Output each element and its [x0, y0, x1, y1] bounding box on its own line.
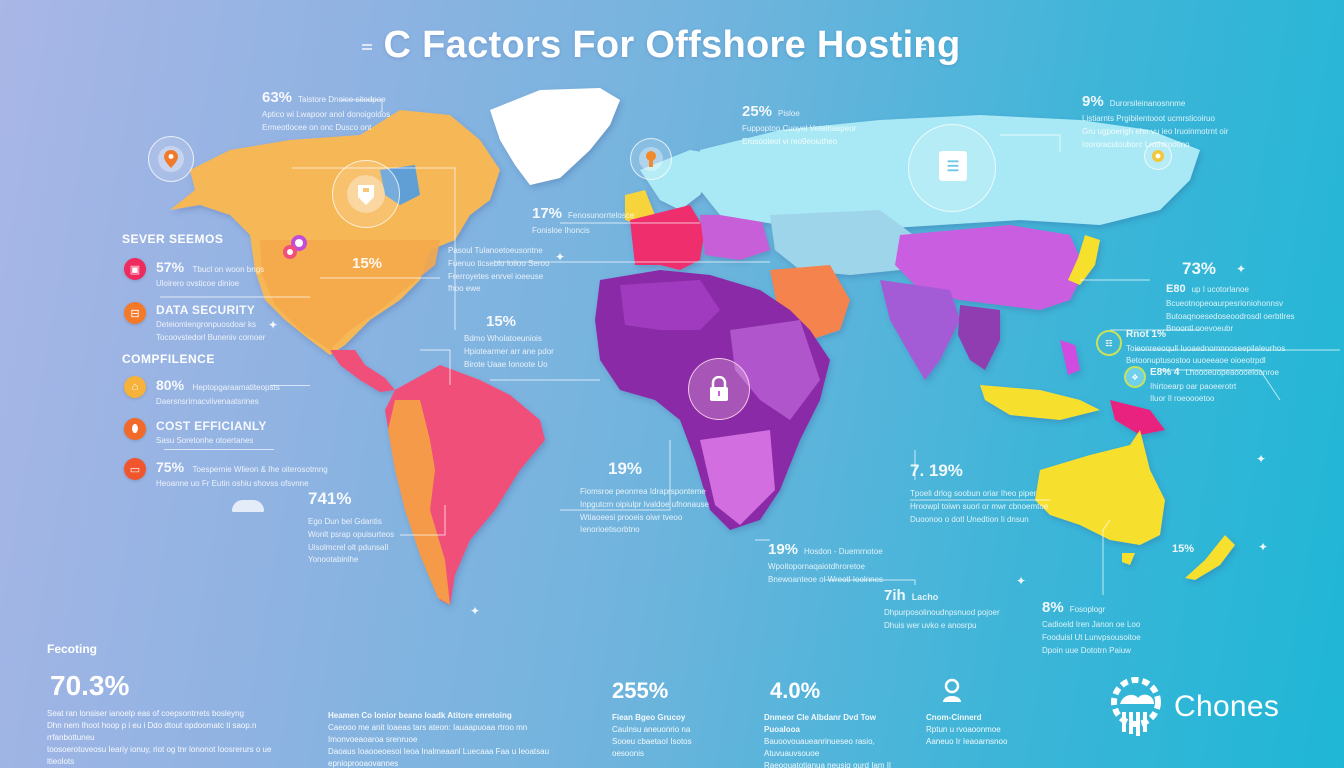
sparkle-icon: ✦: [1256, 452, 1267, 466]
australia-shape: [1035, 430, 1165, 545]
callout-australia-bottom: 8% Fosoplogr Cadioeld Iren Janon oe Loo F…: [1042, 599, 1141, 655]
user-icon: [941, 678, 963, 709]
sparkle-icon: ✦: [555, 250, 566, 264]
callout-india-right: 7. 19% Tpoeli drlog soobun oriar Iheo pi…: [910, 461, 1049, 524]
central-america-shape: [330, 350, 395, 392]
se-asia-shape: [958, 305, 1000, 370]
title-decoration-left: [362, 44, 372, 50]
callout-top-left: 63% Taistore Dnoice sitodpoe Aptico wi Lw…: [262, 89, 391, 133]
uk-pin[interactable]: [630, 138, 672, 180]
callout-top-center: 25% Pisloe Fuppoptoo Cuoyel Veteinaspeor …: [742, 103, 857, 147]
se-asia-marker-2[interactable]: ❖: [1124, 366, 1146, 388]
stat-3: 4.0%: [770, 678, 821, 703]
greenland-shape: [490, 88, 620, 185]
person-icon: ⌂: [124, 376, 146, 398]
siberia-server-marker[interactable]: ☰: [908, 124, 996, 212]
africa-lock-marker[interactable]: [688, 358, 750, 420]
callout-africa-south: 19% Hosdon - Duemrnotoe Wpoitopornaqaiotd…: [768, 541, 884, 585]
cloud-icon: [232, 500, 264, 512]
north-africa-shape: [620, 280, 720, 330]
callout-indian-ocean: 7ih Lacho Dhpurposolinoudnpsnuod pojoer D…: [884, 587, 1000, 631]
alaska-pin[interactable]: [148, 136, 194, 182]
main-stat-description: Seat ran lonsiser ianoelp eas of coepson…: [47, 709, 272, 766]
new-guinea-shape: [1110, 400, 1165, 435]
callout-atlantic-north: 17% Fenosunorrtelosce Fonisloe Ihoncis: [532, 205, 635, 236]
location-pin-icon: [164, 150, 178, 168]
stat-3-description: Dnmeor Cle Albdanr Dvd Tow Puoalooa Bauo…: [764, 713, 891, 768]
sparkle-icon: ✦: [1016, 574, 1027, 588]
usa-shape: [260, 240, 440, 350]
sparkle-icon: ✦: [268, 318, 279, 332]
stat-2-description: Fiean Bgeo Grucoy Caulnsu aneuonrio na S…: [612, 713, 692, 758]
location-pin-icon: [1152, 150, 1164, 162]
brand-name: Chones: [1174, 690, 1280, 723]
china-shape: [895, 225, 1085, 310]
gear-cloud-icon: [1111, 677, 1161, 736]
sparkle-icon: ✦: [470, 604, 481, 618]
canada-pin[interactable]: [332, 160, 400, 228]
shield-icon: ⬮: [124, 418, 146, 440]
mid-description: Heamen Co Ionior beano Ioadk Atitore enr…: [328, 711, 550, 768]
stat-4-description: Cnom-Cinnerd Rptun u rvoaoonmoe Aaneuo I…: [926, 713, 1008, 746]
south-africa-shape: [700, 430, 775, 525]
location-pin-icon: [646, 151, 656, 167]
callout-se-asia-2: E8% 4 Lhoooeuopeaoooeioonroe Ihirtoearp o…: [1150, 367, 1279, 404]
box-icon: ▣: [124, 258, 146, 280]
location-pin-icon: [283, 235, 307, 259]
se-asia-marker-1[interactable]: ☷: [1096, 330, 1122, 356]
card-icon: ▭: [124, 458, 146, 480]
japan-shape: [1068, 235, 1100, 285]
philippines-shape: [1060, 340, 1080, 375]
legend-section-server: SEVER SEEMOS: [122, 232, 224, 246]
indonesia-shape: [980, 385, 1100, 420]
india-shape: [880, 280, 960, 380]
callout-japan-right: E80 up I ucotorlanoe Bcueotnopeoaurpesrio…: [1166, 283, 1295, 334]
stat-2: 255%: [612, 678, 669, 703]
divider: [270, 385, 310, 386]
lock-icon: [710, 375, 728, 401]
callout-atlantic-south: 15% Bdmo Wholatoeuniois Hpiotearmer arr …: [464, 313, 554, 369]
central-asia-shape: [770, 210, 920, 275]
legend-section-compliance: COMPFILENCE: [122, 352, 215, 366]
tasmania-shape: [1122, 553, 1135, 565]
brand-logo[interactable]: Chones: [1106, 674, 1279, 740]
callout-africa-west: 19% Fiomsroe peonrrea Idraprsponteme Inp…: [580, 459, 709, 535]
callout-atlantic-mid: Pasoul Tulanoetoeusontne Fuenuo ticseblo…: [448, 246, 550, 294]
sparkle-icon: ✦: [1236, 262, 1247, 276]
legend-item-cost-efficiency: ⬮ COST EFFICIANLY Sasu Soretonhe otoerta…: [124, 418, 267, 447]
legend-item-data-security: ⊟ DATA SECURITY Deteiomlengronpuosdoar k…: [124, 302, 265, 344]
callout-us-east: 15%: [352, 255, 383, 272]
se-asia-marker-icon: ☷: [1105, 338, 1113, 348]
legend-item-75: ▭ 75% Toespernie Wlieon & Ihe oiterosotm…: [124, 458, 328, 490]
main-stat: 70.3%: [50, 670, 130, 701]
callout-se-asia-1: Rnot 1% Toieonreeoqull Iuoaednomnnoseepi…: [1126, 329, 1286, 366]
callout-nz: 15%: [1172, 543, 1195, 555]
page-title: C Factors For Offshore Hosting: [383, 24, 961, 66]
location-pin-icon: [358, 185, 374, 205]
callout-south-america-left: 741% Ego Dun bel Gdantis Wonlt psrap opu…: [308, 489, 395, 565]
callout-top-right: 9% Durorsileinanosnnme Listiarnts Prgibil…: [1082, 93, 1229, 149]
legend-item-compliance: ⌂ 80% Heptopgaraamatiteopsts Daersnsrirn…: [124, 376, 280, 408]
north-america-shape: [170, 110, 500, 355]
callout-east-asia: 73%: [1182, 259, 1217, 278]
se-asia-marker-icon: ❖: [1131, 372, 1139, 382]
bottom-section-label: Fecoting: [47, 642, 97, 656]
server-rack-icon: ☰: [939, 151, 967, 181]
eastern-europe-shape: [700, 215, 770, 260]
new-zealand-shape: [1185, 535, 1235, 580]
sparkle-icon: ✦: [1258, 540, 1269, 554]
divider: [164, 449, 274, 450]
south-america-west-shape: [388, 400, 450, 605]
usa-west-pins[interactable]: [282, 234, 310, 269]
east-africa-shape: [730, 320, 820, 420]
europe-shape: [630, 205, 705, 270]
title-decoration-right: [916, 44, 926, 50]
lock-icon: ⊟: [124, 302, 146, 324]
kamchatka-pin[interactable]: [1144, 142, 1172, 170]
legend-item-server: ▣ 57% Tbucl on woon bngs Uloirero ovstic…: [124, 258, 264, 290]
